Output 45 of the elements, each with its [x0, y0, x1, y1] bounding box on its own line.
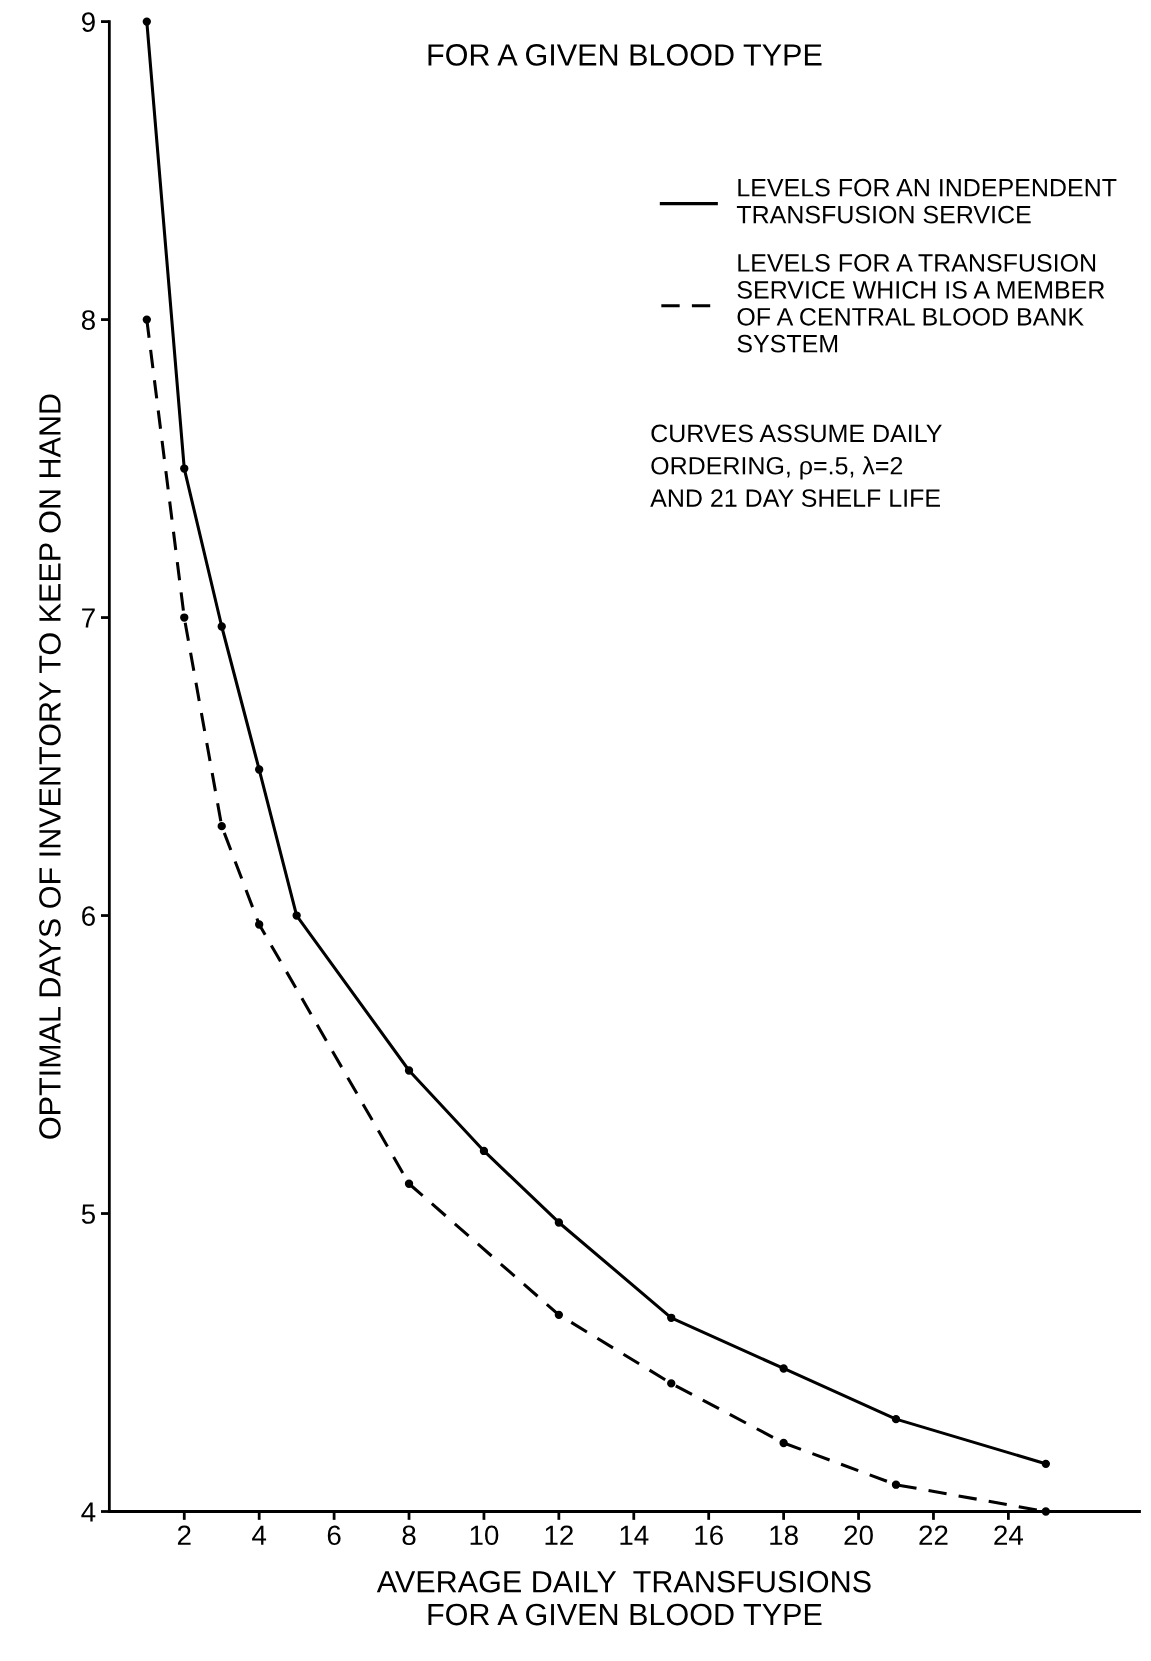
- y-tick-label: 9: [82, 12, 95, 32]
- x-tick-label: 20: [844, 1525, 873, 1546]
- point: [404, 1066, 414, 1075]
- text: FOR A GIVEN BLOOD TYPE: [428, 44, 822, 66]
- x-tick-label: 14: [620, 1525, 649, 1545]
- point: [255, 920, 264, 929]
- point: [779, 1364, 788, 1373]
- x-tick-label: 8: [402, 1525, 416, 1546]
- y-axis-title: OPTIMAL DAYS OF INVENTORY TO KEEP ON HAND: [39, 394, 61, 1139]
- x-tick-label: 22: [919, 1525, 948, 1545]
- y-tick-label: 6: [82, 906, 95, 926]
- point: [479, 1146, 489, 1156]
- point: [292, 911, 301, 920]
- point: [217, 821, 226, 831]
- y-tick-label: 7: [82, 608, 95, 628]
- point: [779, 1438, 788, 1448]
- point: [217, 622, 226, 631]
- point: [891, 1480, 901, 1489]
- point: [554, 1218, 564, 1227]
- point: [142, 315, 151, 324]
- point: [180, 613, 189, 622]
- point: [255, 765, 264, 774]
- x-tick-label: 4: [252, 1525, 267, 1545]
- point: [891, 1414, 901, 1424]
- y-tick-label: 5: [81, 1204, 95, 1224]
- point: [1041, 1459, 1051, 1469]
- point: [667, 1313, 676, 1322]
- x-tick-label: 6: [327, 1525, 341, 1546]
- x-tick-label: 24: [994, 1525, 1024, 1545]
- point: [142, 17, 151, 26]
- x-tick-label: 12: [545, 1525, 573, 1545]
- y-tick-label: 8: [81, 310, 95, 330]
- x-axis-title: AVERAGE DAILY TRANSFUSIONS FOR A GIVEN BLOOD TYPE: [376, 1570, 871, 1626]
- point: [404, 1179, 414, 1188]
- legend-label: LEVELS FOR A TRANSFUSION SERVICE WHICH IS A MEMBER OF A CENTRAL BLOOD BANK SYSTEM: [737, 254, 1105, 353]
- x-tick-label: 16: [695, 1525, 723, 1546]
- point: [667, 1379, 676, 1388]
- legend-label: LEVELS FOR AN INDEPENDENT TRANSFUSION SERVICE: [736, 178, 1117, 224]
- point: [180, 464, 189, 473]
- y-tick-label: 4: [81, 1502, 96, 1522]
- annotation: CURVES ASSUME DAILY ORDERING, ρ=.5, λ=2 AND 21 DAY SHELF LIFE: [650, 424, 942, 507]
- x-tick-label: 2: [177, 1525, 191, 1545]
- point: [554, 1310, 564, 1320]
- x-tick-label: 10: [470, 1525, 499, 1546]
- x-tick-label: 18: [770, 1525, 798, 1546]
